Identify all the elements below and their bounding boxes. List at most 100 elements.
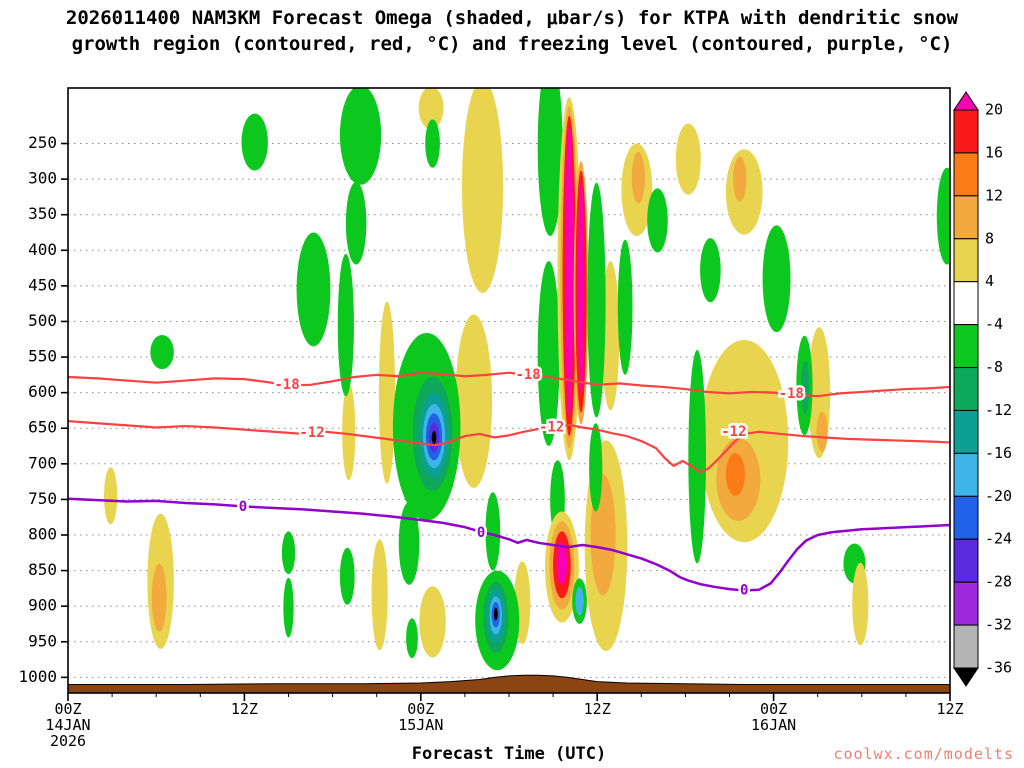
x-tick-label: 12Z bbox=[936, 700, 963, 718]
x-tick-date: 15JAN bbox=[398, 716, 443, 734]
colorbar-segment bbox=[953, 281, 979, 326]
omega-blob bbox=[631, 152, 645, 204]
omega-blob bbox=[151, 563, 167, 632]
colorbar-arrow-bottom bbox=[953, 667, 979, 687]
x-tick-date: 16JAN bbox=[751, 716, 796, 734]
omega-blob bbox=[339, 88, 382, 185]
x-tick-year: 2026 bbox=[50, 732, 86, 750]
colorbar-segment bbox=[953, 624, 979, 669]
omega-blob bbox=[339, 547, 355, 605]
omega-blob bbox=[461, 88, 504, 293]
omega-blob bbox=[296, 232, 331, 347]
omega-blob bbox=[337, 253, 354, 397]
colorbar-segment bbox=[953, 581, 979, 626]
colorbar: 20 16 12 8 4 -4 -8 -12 -16 -20 -24 -28 -32 -36 bbox=[953, 91, 1012, 687]
omega-blob bbox=[241, 113, 268, 171]
omega-blob bbox=[762, 225, 791, 333]
colorbar-label: -20 bbox=[985, 487, 1012, 505]
omega-blob bbox=[587, 182, 606, 418]
omega-blob bbox=[406, 618, 418, 659]
colorbar-segment bbox=[953, 195, 979, 240]
colorbar-label: -36 bbox=[985, 659, 1012, 677]
y-tick-label: 250 bbox=[28, 133, 57, 152]
colorbar-label: 8 bbox=[985, 229, 994, 247]
terrain bbox=[68, 674, 950, 693]
colorbar-label: -8 bbox=[985, 358, 1003, 376]
omega-blob bbox=[431, 431, 437, 444]
omega-shading bbox=[104, 88, 950, 671]
omega-blob bbox=[575, 586, 584, 616]
omega-blob bbox=[688, 349, 706, 564]
omega-blob bbox=[371, 539, 388, 651]
omega-blob bbox=[378, 301, 396, 484]
y-tick-label: 850 bbox=[28, 560, 57, 579]
contour-label: 0 bbox=[477, 525, 485, 541]
omega-blob bbox=[617, 239, 633, 375]
omega-blob bbox=[283, 577, 294, 638]
colorbar-arrow-top bbox=[953, 91, 979, 111]
chart-title-line-1: 2026011400 NAM3KM Forecast Omega (shaded… bbox=[65, 7, 959, 29]
y-tick-label: 950 bbox=[28, 631, 57, 650]
contour-label: -18 bbox=[274, 377, 299, 393]
x-tick-label: 00Z bbox=[54, 700, 81, 718]
colorbar-segment bbox=[953, 367, 979, 411]
x-tick-label: 00Z bbox=[407, 700, 434, 718]
contour-label: -12 bbox=[721, 424, 746, 440]
colorbar-segment bbox=[953, 324, 979, 369]
omega-blob bbox=[345, 181, 367, 265]
x-tick-label: 00Z bbox=[760, 700, 787, 718]
y-tick-label: 450 bbox=[28, 275, 57, 294]
omega-blob bbox=[537, 260, 560, 447]
y-tick-label: 750 bbox=[28, 489, 57, 508]
colorbar-label: 16 bbox=[985, 143, 1003, 161]
omega-blob bbox=[342, 383, 356, 481]
omega-blob bbox=[733, 156, 747, 202]
x-tick-label: 12Z bbox=[584, 700, 611, 718]
freezing-level-contour-0: 0 0 0 bbox=[68, 497, 950, 601]
colorbar-segment bbox=[953, 152, 979, 197]
dendritic-growth-contour-minus18: -18 -18 -18 bbox=[68, 364, 950, 405]
contour-label: 0 bbox=[740, 583, 748, 599]
contour-label: -12 bbox=[539, 420, 564, 436]
omega-blob bbox=[675, 123, 701, 195]
colorbar-segment bbox=[953, 409, 979, 454]
colorbar-label: -4 bbox=[985, 315, 1003, 333]
y-axis: 250 300 350 400 450 500 550 600 650 700 750 800 850 9… bbox=[18, 133, 68, 686]
colorbar-segment bbox=[953, 109, 979, 154]
contour-label: 0 bbox=[239, 499, 247, 515]
omega-blob bbox=[104, 467, 118, 525]
omega-blob bbox=[493, 607, 498, 621]
y-tick-label: 550 bbox=[28, 347, 57, 366]
contour-label: -18 bbox=[779, 386, 804, 402]
colorbar-label: -24 bbox=[985, 530, 1012, 548]
contour-label: -12 bbox=[299, 425, 324, 441]
omega-blob bbox=[577, 180, 585, 395]
x-tick-label: 12Z bbox=[231, 700, 258, 718]
colorbar-label: 20 bbox=[985, 101, 1003, 119]
watermark: coolwx.com/modelts bbox=[833, 745, 1014, 763]
omega-blob bbox=[419, 586, 446, 658]
dendritic-growth-contour-minus12: -12 -12 -12 bbox=[68, 417, 950, 474]
omega-blob bbox=[485, 492, 501, 571]
omega-blob bbox=[852, 562, 869, 646]
omega-blob bbox=[801, 360, 810, 415]
colorbar-segment bbox=[953, 538, 979, 583]
colorbar-label: -28 bbox=[985, 573, 1012, 591]
chart-title-line-2: growth region (contoured, red, °C) and f… bbox=[71, 33, 953, 55]
y-tick-label: 900 bbox=[28, 596, 57, 615]
colorbar-label: 12 bbox=[985, 186, 1003, 204]
colorbar-label: -12 bbox=[985, 401, 1012, 419]
y-tick-label: 1000 bbox=[18, 667, 57, 686]
omega-blob bbox=[589, 423, 603, 512]
colorbar-label: 4 bbox=[985, 272, 994, 290]
colorbar-segment bbox=[953, 452, 979, 497]
contour-label: -18 bbox=[515, 367, 540, 383]
colorbar-label: -32 bbox=[985, 616, 1012, 634]
omega-blob bbox=[418, 88, 444, 130]
omega-blob bbox=[725, 453, 745, 496]
x-tick-date: 14JAN bbox=[45, 716, 90, 734]
colorbar-segment bbox=[953, 238, 979, 283]
omega-blob bbox=[537, 88, 563, 237]
